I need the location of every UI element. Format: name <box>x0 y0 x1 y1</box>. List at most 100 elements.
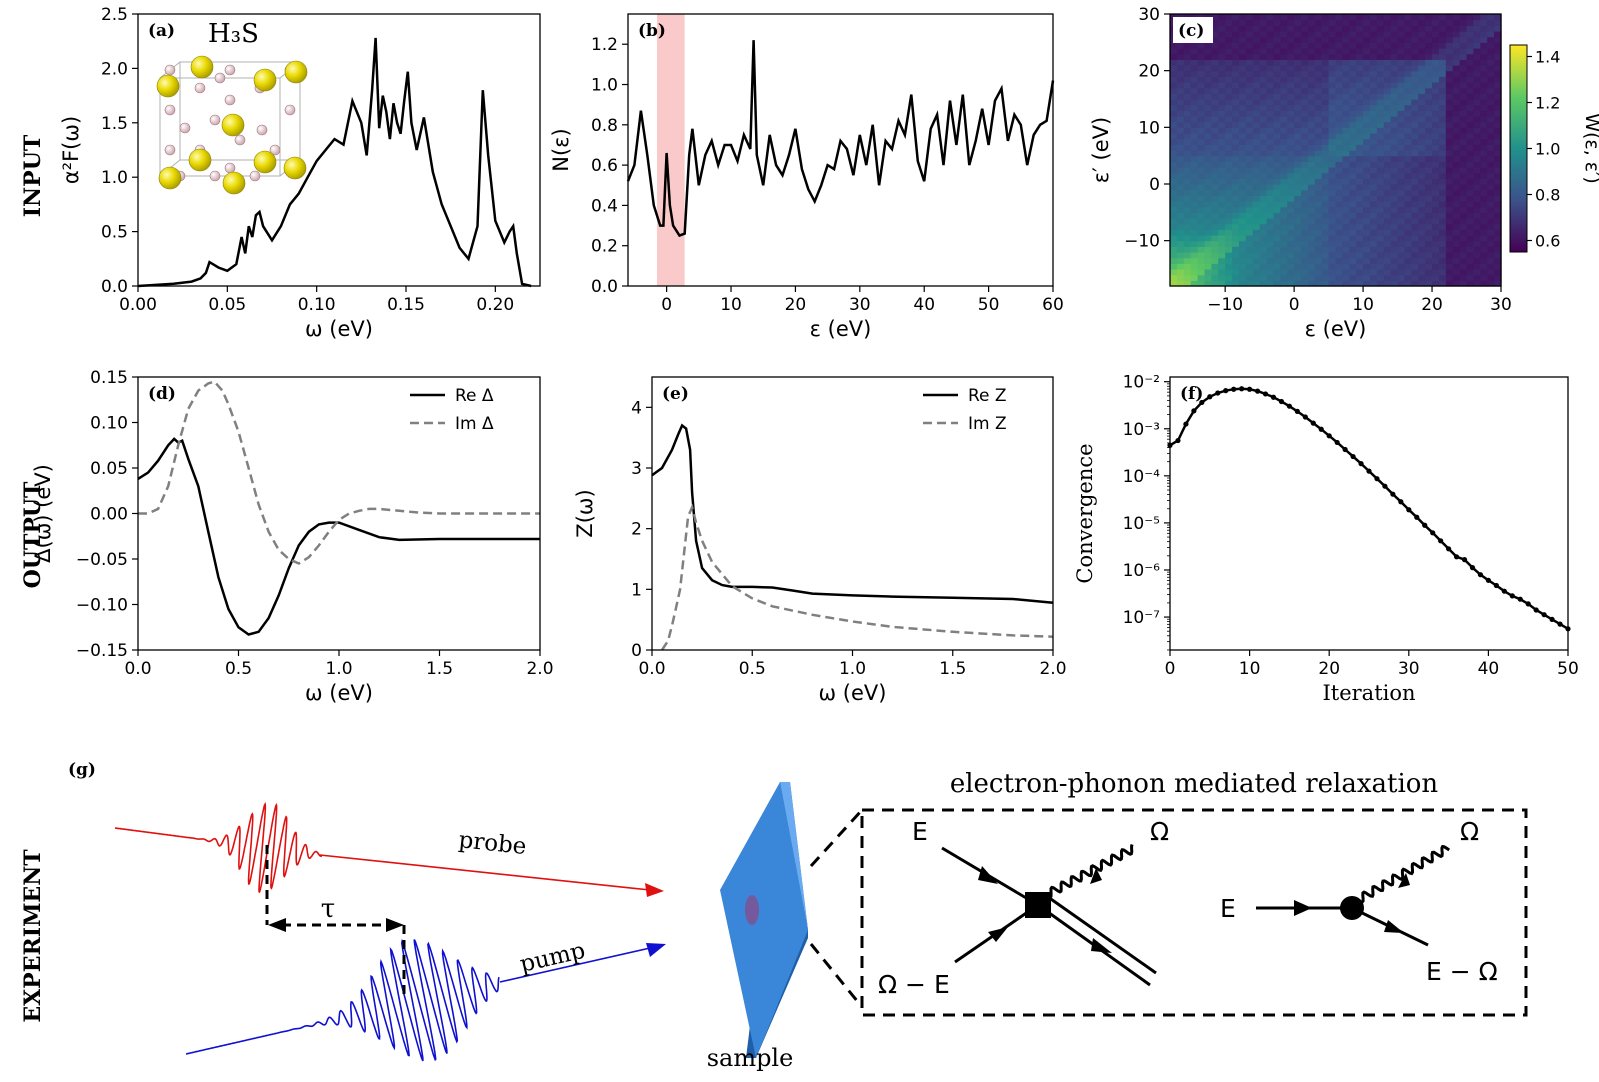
y-tick-label: 4 <box>631 398 642 418</box>
data-point <box>1406 507 1412 513</box>
vertex-circle-icon <box>1340 896 1364 920</box>
x-tick-label: 40 <box>1478 659 1500 679</box>
panel-label-bg <box>1173 17 1213 43</box>
x-tick-label: 0.00 <box>119 295 157 315</box>
x-tick-label: −10 <box>1207 295 1243 315</box>
x-tick-label: 40 <box>913 295 935 315</box>
pump-pulse <box>185 938 500 1062</box>
series-line-1 <box>651 423 1054 604</box>
y-tick-label: 0.8 <box>591 116 618 136</box>
data-point <box>1541 612 1547 618</box>
colorbar-tick-label: 1.0 <box>1535 140 1560 159</box>
data-point <box>1525 601 1531 607</box>
x-tick-label: 0 <box>661 295 672 315</box>
colorbar-tick-label: 1.2 <box>1535 94 1560 113</box>
panel-g-label: (g) <box>68 760 96 780</box>
x-tick-label: 0.15 <box>387 295 425 315</box>
y-tick-label: 10⁻² <box>1123 373 1160 393</box>
x-tick-label: 0.5 <box>739 659 766 679</box>
data-point <box>1398 499 1404 505</box>
data-point <box>1374 476 1380 482</box>
series-line-1 <box>1169 387 1569 630</box>
data-point <box>1469 565 1476 571</box>
legend-label: Re Δ <box>455 386 494 406</box>
data-point <box>1533 607 1539 613</box>
data-point <box>1334 439 1340 446</box>
h3s-crystal-icon <box>156 55 308 195</box>
data-point <box>1390 491 1396 497</box>
heatmap-cells <box>1170 14 1502 287</box>
series-line-1 <box>626 40 1055 238</box>
x-tick-label: 20 <box>785 295 807 315</box>
legend-label: Re Z <box>968 386 1007 406</box>
row-label-input: INPUT <box>20 134 46 217</box>
y-tick-label: −0.10 <box>76 596 128 616</box>
panel-b-dos: 0 10 20 30 40 50 60 0.0 0.2 0.4 0.6 0.8 1.0 1.2 ε (eV)… <box>549 13 1064 341</box>
data-point <box>1270 394 1277 400</box>
x-tick-label: 50 <box>1557 659 1579 679</box>
data-point <box>1493 582 1499 589</box>
probe-beam-arrow-line <box>319 854 651 891</box>
arrow-phonon-1-icon <box>1090 868 1102 884</box>
panel-e-renormalization: 0.0 0.5 1.0 1.5 2.0 0 1 2 3 4 ω (eV) Z(ω) (e) Re Z Im … <box>573 376 1067 705</box>
series-line-2 <box>138 380 540 565</box>
y-tick-label: 0 <box>1149 175 1160 195</box>
data-point <box>1382 483 1388 489</box>
y-tick-label: −0.05 <box>76 550 128 570</box>
plot-frame <box>137 13 541 287</box>
data-point <box>1223 388 1229 394</box>
colorbar-tick-label: 0.6 <box>1535 232 1560 251</box>
feynman-diagram-2 <box>1256 844 1451 947</box>
delay-marker <box>265 845 406 998</box>
panel-label: (a) <box>148 21 175 41</box>
probe-pulse <box>114 801 322 894</box>
x-axis-label: ε (eV) <box>1305 317 1367 341</box>
data-point <box>1350 453 1356 460</box>
x-tick-label: 50 <box>978 295 1000 315</box>
data-point <box>1461 557 1468 563</box>
data-point <box>1453 554 1460 560</box>
data-point <box>1302 414 1308 420</box>
y-tick-label: 0.00 <box>90 505 128 525</box>
data-point <box>1517 596 1523 602</box>
data-point <box>1422 522 1428 528</box>
x-axis-label: ω (eV) <box>819 681 887 705</box>
diagram1-e-label: E <box>912 817 928 846</box>
delay-arrowhead-left-icon <box>268 918 286 932</box>
panel-label: (e) <box>662 384 689 404</box>
panel-a-alpha2F: 0.00 0.05 0.10 0.15 0.20 0.0 0.5 1.0 1.5 2.0 2.5 ω … <box>59 5 541 341</box>
y-tick-label: 0.10 <box>90 414 128 434</box>
y-tick-label: 1 <box>631 580 642 600</box>
arrow-phonon-2-icon <box>1398 873 1410 888</box>
panel-a-inset-title: H₃S <box>208 19 259 49</box>
x-tick-label: 30 <box>1490 295 1512 315</box>
y-tick-label: 10⁻⁷ <box>1123 608 1161 628</box>
data-point <box>1191 408 1197 414</box>
x-tick-label: 0.10 <box>298 295 336 315</box>
diagram1-omega-label: Ω <box>1150 817 1169 846</box>
x-tick-label: 1.0 <box>839 659 866 679</box>
x-tick-label: 1.0 <box>325 659 352 679</box>
probe-label: probe <box>457 827 527 860</box>
y-tick-label: 0.15 <box>90 368 128 388</box>
data-point <box>1175 437 1181 444</box>
y-axis-label: Convergence <box>1073 443 1097 583</box>
x-tick-label: 10 <box>720 295 742 315</box>
pump-label: pump <box>518 938 588 978</box>
y-axis-label: Δ(ω) (eV) <box>31 464 55 563</box>
row-label-output: OUTPUT <box>20 481 46 588</box>
y-tick-label: 0.0 <box>591 277 618 297</box>
data-point <box>1239 386 1245 392</box>
pump-arrowhead-icon <box>646 943 666 957</box>
delay-label: τ <box>321 894 335 924</box>
data-point <box>1183 421 1189 427</box>
x-tick-label: 60 <box>1042 295 1064 315</box>
plot-frame <box>627 13 1054 287</box>
y-tick-label: 0 <box>631 641 642 661</box>
colorbar-label: W(ε, ε′) <box>1581 113 1599 184</box>
colorbar <box>1509 44 1528 253</box>
y-tick-label: 10 <box>1138 118 1160 138</box>
y-tick-label: 0.6 <box>591 156 618 176</box>
data-point <box>1430 530 1436 536</box>
